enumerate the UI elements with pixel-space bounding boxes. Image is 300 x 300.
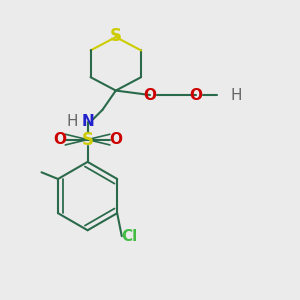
Text: Cl: Cl — [121, 229, 137, 244]
Text: O: O — [109, 132, 122, 147]
Text: S: S — [110, 27, 122, 45]
Text: O: O — [53, 132, 66, 147]
Text: O: O — [143, 88, 157, 103]
Text: H: H — [230, 88, 242, 103]
Text: H: H — [67, 114, 79, 129]
Text: N: N — [81, 114, 94, 129]
Text: S: S — [82, 130, 94, 148]
Text: O: O — [190, 88, 202, 103]
